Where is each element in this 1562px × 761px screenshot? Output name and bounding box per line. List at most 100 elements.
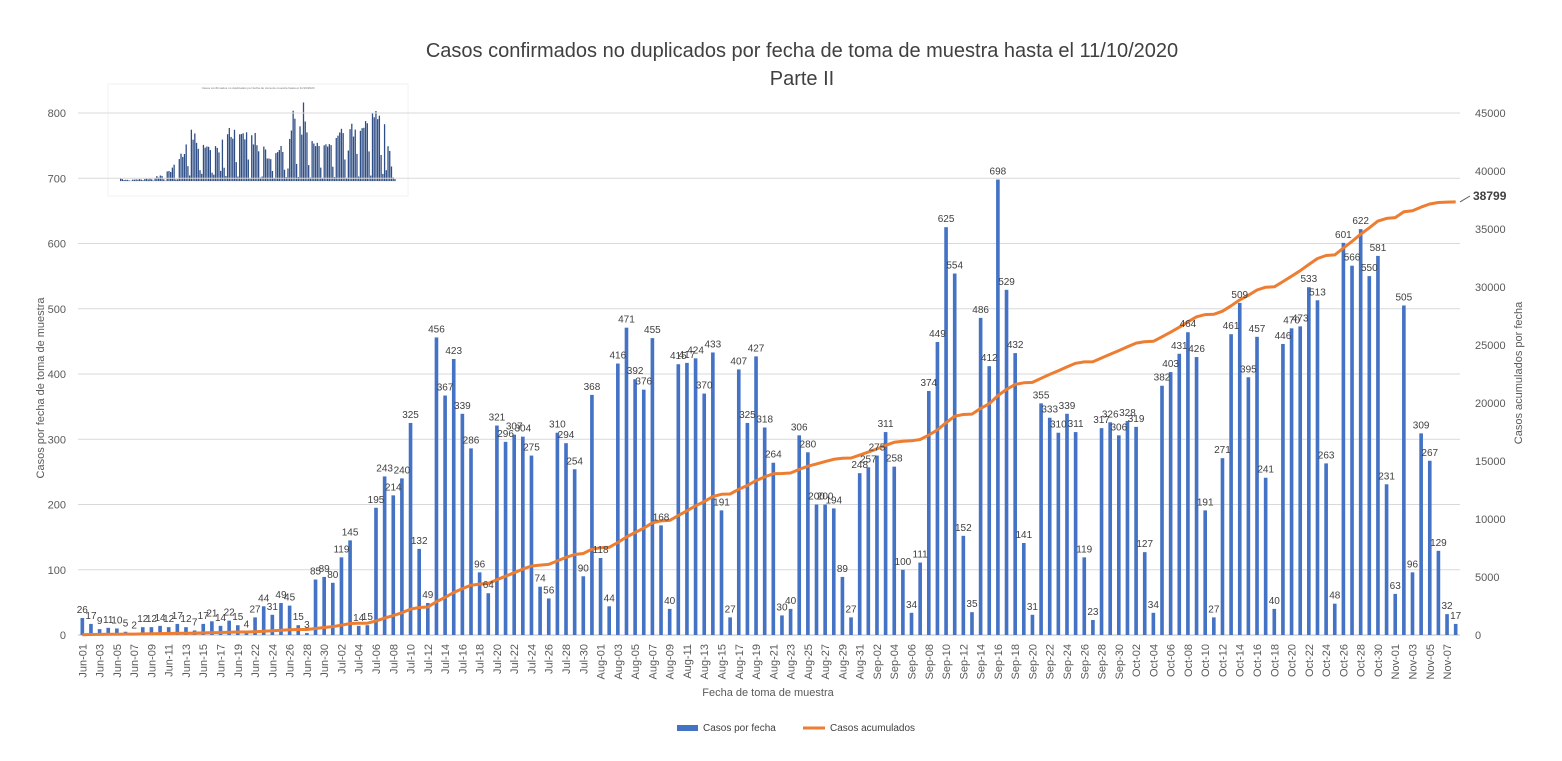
bar (866, 467, 871, 635)
inset-bar (216, 147, 218, 181)
bar-value-label: 529 (998, 277, 1015, 288)
bar-value-label: 14 (215, 613, 227, 624)
bar (1168, 372, 1173, 635)
bar-value-label: 15 (232, 612, 244, 623)
inset-bar (173, 164, 175, 181)
bar (1263, 477, 1268, 635)
bar (581, 576, 586, 635)
inset-bar (138, 179, 141, 181)
x-tick-label: Aug-11 (682, 644, 694, 679)
inset-bar (276, 152, 279, 181)
x-tick-label: Oct-12 (1217, 644, 1229, 677)
inset-bar (282, 151, 284, 181)
inset-bar (201, 173, 203, 181)
y2-tick-label: 35000 (1475, 224, 1506, 236)
bar-value-label: 10 (111, 615, 123, 626)
bar (564, 443, 568, 635)
inset-bar (195, 142, 198, 181)
bar (1030, 614, 1035, 635)
inset-bar (314, 146, 317, 181)
x-tick-label: Oct-10 (1200, 644, 1212, 677)
inset-bar (301, 134, 303, 181)
bar (1177, 353, 1182, 635)
bar (711, 352, 715, 635)
bar (1246, 377, 1251, 635)
bar-value-label: 27 (845, 604, 857, 615)
bar (235, 625, 240, 635)
inset-bar (228, 128, 230, 181)
bar (1427, 460, 1432, 635)
bar (797, 435, 802, 635)
bar-value-label: 294 (558, 430, 575, 441)
inset-bar (316, 142, 318, 181)
bar-value-label: 457 (1249, 324, 1266, 335)
inset-bar (306, 132, 308, 181)
y2-tick-label: 45000 (1475, 108, 1506, 120)
bar-value-label: 257 (860, 454, 877, 465)
bar (762, 427, 767, 635)
bar-value-label: 382 (1154, 373, 1171, 384)
x-tick-label: Jul-08 (388, 644, 400, 674)
bar (1229, 334, 1233, 635)
inset-bar (175, 179, 177, 181)
bar (1367, 276, 1372, 635)
bar-value-label: 240 (394, 465, 411, 476)
bar-value-label: 243 (376, 463, 393, 474)
bar-value-label: 513 (1309, 287, 1326, 298)
y2-tick-label: 0 (1475, 630, 1481, 642)
inset-bar (183, 154, 186, 181)
x-tick-label: Jun-28 (302, 644, 314, 678)
inset-bar (332, 166, 334, 181)
bar-value-label: 554 (946, 261, 963, 272)
inset-bar (387, 146, 389, 181)
bar-value-label: 200 (817, 492, 834, 503)
inset-bar (204, 147, 206, 181)
x-tick-label: Jul-06 (371, 644, 383, 674)
bar (987, 366, 992, 635)
bar-value-label: 271 (1214, 445, 1231, 456)
inset-bar (264, 149, 267, 181)
inset-bar (292, 110, 294, 181)
bar (218, 625, 223, 635)
bar (486, 593, 491, 635)
bar (572, 469, 577, 635)
bar (745, 422, 750, 635)
bar (201, 623, 206, 635)
bar (875, 455, 879, 635)
inset-bar (209, 150, 211, 181)
bar-value-label: 455 (644, 325, 661, 336)
bar-value-label: 3 (304, 620, 310, 631)
inset-bar (337, 135, 339, 181)
bar (89, 623, 93, 635)
inset-bar (335, 138, 337, 181)
bar (771, 462, 776, 635)
inset-bar (309, 177, 312, 181)
inset-bar (318, 146, 320, 181)
x-tick-label: Jul-12 (423, 644, 435, 674)
bar-value-label: 152 (955, 523, 972, 534)
inset-bar (383, 124, 386, 181)
final-cumulative-label: 38799 (1473, 189, 1507, 203)
inset-bar (361, 128, 363, 181)
inset-bar (220, 170, 222, 181)
bar-value-label: 325 (739, 410, 756, 421)
x-tick-label: Aug-25 (803, 644, 815, 679)
bar-value-label: 432 (1007, 340, 1024, 351)
inset-bar (221, 139, 224, 181)
bar-value-label: 486 (972, 305, 989, 316)
bar (503, 441, 508, 635)
bar (624, 327, 629, 635)
bar (831, 508, 836, 635)
bar-value-label: 200 (808, 492, 825, 503)
bar-value-label: 449 (929, 329, 946, 340)
inset-bar (339, 132, 341, 181)
inset-bar (242, 133, 244, 181)
bar (443, 395, 447, 635)
bar-value-label: 14 (353, 613, 365, 624)
inset-bar (206, 146, 208, 181)
bar (1142, 552, 1147, 635)
bar (633, 379, 637, 635)
inset-bar (120, 178, 122, 181)
x-tick-label: Jul-04 (354, 644, 366, 674)
bar-value-label: 412 (981, 353, 998, 364)
